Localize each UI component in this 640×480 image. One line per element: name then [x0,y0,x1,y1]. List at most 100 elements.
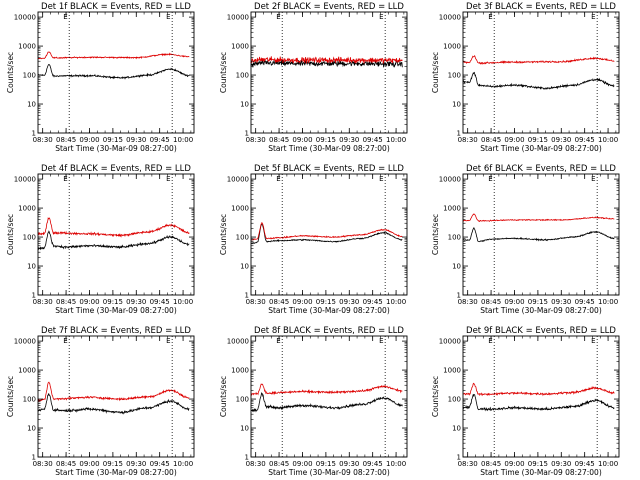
event-marker-0: E [166,13,170,21]
x-tick-label: 09:45 [575,136,595,144]
series-events-line [250,59,403,68]
y-tick-label: 1000 [443,367,461,375]
x-tick-label: 09:30 [551,136,571,144]
plot-frame [462,173,620,296]
x-tick-label: 09:15 [103,136,123,144]
series-events-line [37,230,190,251]
detector-panel-6 [462,173,620,296]
x-tick-label: 08:45 [481,298,501,306]
x-tick-label: 09:45 [150,136,170,144]
y-axis-label: Counts/sec [431,214,440,255]
y-tick-label: 1000 [231,205,249,213]
x-tick-label: 10:00 [173,460,193,468]
y-tick-label: 10 [240,425,249,433]
series-lld-line [250,221,403,241]
y-axis-label: Counts/sec [431,376,440,417]
y-tick-label: 10 [27,425,36,433]
y-tick-label: 100 [448,396,461,404]
series-events-line [37,393,190,415]
x-tick-label: 09:30 [339,298,359,306]
y-tick-label: 1 [32,130,36,138]
x-tick-label: 08:30 [33,136,53,144]
y-tick-label: 100 [236,234,249,242]
x-tick-label: 08:45 [481,136,501,144]
x-tick-label: 09:00 [292,460,312,468]
x-tick-label: 10:00 [386,136,406,144]
event-marker-4: E [379,175,383,183]
x-tick-label: 09:00 [504,298,524,306]
x-tick-label: 09:15 [528,298,548,306]
series-lld-line [37,216,190,238]
x-tick-label: 08:30 [33,460,53,468]
plot-frame [37,335,195,458]
x-tick-label: 08:30 [246,460,266,468]
x-tick-label: 08:45 [56,298,76,306]
event-marker-2: E [591,13,595,21]
y-tick-label: 10 [27,101,36,109]
x-tick-label: 09:45 [150,460,170,468]
series-lld-line [462,213,615,223]
y-tick-label: 100 [236,396,249,404]
detector-panel-2 [250,11,408,134]
event-marker-8: E [488,337,492,345]
panel-title: Det 7f BLACK = Events, RED = LLD [41,326,191,336]
x-tick-label: 08:45 [269,460,289,468]
panel-title: Det 2f BLACK = Events, RED = LLD [254,2,404,12]
x-axis-label: Start Time (30-Mar-09 08:27:00) [55,306,177,315]
y-tick-label: 10 [240,101,249,109]
event-marker-2: E [488,13,492,21]
x-tick-label: 10:00 [598,298,618,306]
event-marker-6: E [63,337,67,345]
series-lld-line [250,56,403,64]
series-lld-line [250,383,403,396]
y-tick-label: 1 [457,454,461,462]
series-events-line [250,223,403,245]
y-axis-label: Counts/sec [219,52,228,93]
y-axis-label: Counts/sec [431,52,440,93]
y-tick-label: 1000 [18,205,36,213]
x-tick-label: 09:30 [126,460,146,468]
y-axis-label: Counts/sec [6,214,15,255]
plot-frame [250,335,408,458]
x-tick-label: 10:00 [386,460,406,468]
event-marker-3: E [166,175,170,183]
plot-frame [462,335,620,458]
series-lld-line [37,381,190,402]
x-tick-label: 08:30 [33,298,53,306]
plot-frame [462,11,620,134]
y-tick-label: 1000 [18,367,36,375]
series-lld-line [462,54,615,66]
x-tick-label: 10:00 [598,136,618,144]
x-tick-label: 09:30 [551,460,571,468]
detector-panel-3 [462,11,620,134]
x-axis-label: Start Time (30-Mar-09 08:27:00) [480,306,602,315]
x-tick-label: 09:00 [79,460,99,468]
y-tick-label: 1000 [231,367,249,375]
x-tick-label: 09:30 [551,298,571,306]
panel-title: Det 1f BLACK = Events, RED = LLD [41,2,191,12]
y-tick-label: 100 [23,234,36,242]
plot-frame [37,173,195,296]
x-tick-label: 09:45 [363,136,383,144]
y-tick-label: 10 [452,263,461,271]
x-tick-label: 09:45 [363,298,383,306]
series-events-line [462,393,615,412]
x-tick-label: 09:15 [103,460,123,468]
x-tick-label: 08:30 [458,136,478,144]
x-tick-label: 08:45 [56,136,76,144]
y-axis-label: Counts/sec [6,52,15,93]
x-tick-label: 08:45 [269,136,289,144]
y-tick-label: 1 [245,454,249,462]
y-tick-label: 1000 [443,205,461,213]
y-tick-label: 1 [245,292,249,300]
x-tick-label: 09:15 [528,460,548,468]
x-axis-label: Start Time (30-Mar-09 08:27:00) [55,144,177,153]
x-tick-label: 09:15 [316,460,336,468]
series-events-line [37,64,190,80]
x-tick-label: 08:30 [458,298,478,306]
x-tick-label: 09:45 [575,460,595,468]
plot-frame [37,11,195,134]
event-marker-8: E [591,337,595,345]
x-tick-label: 09:45 [363,460,383,468]
